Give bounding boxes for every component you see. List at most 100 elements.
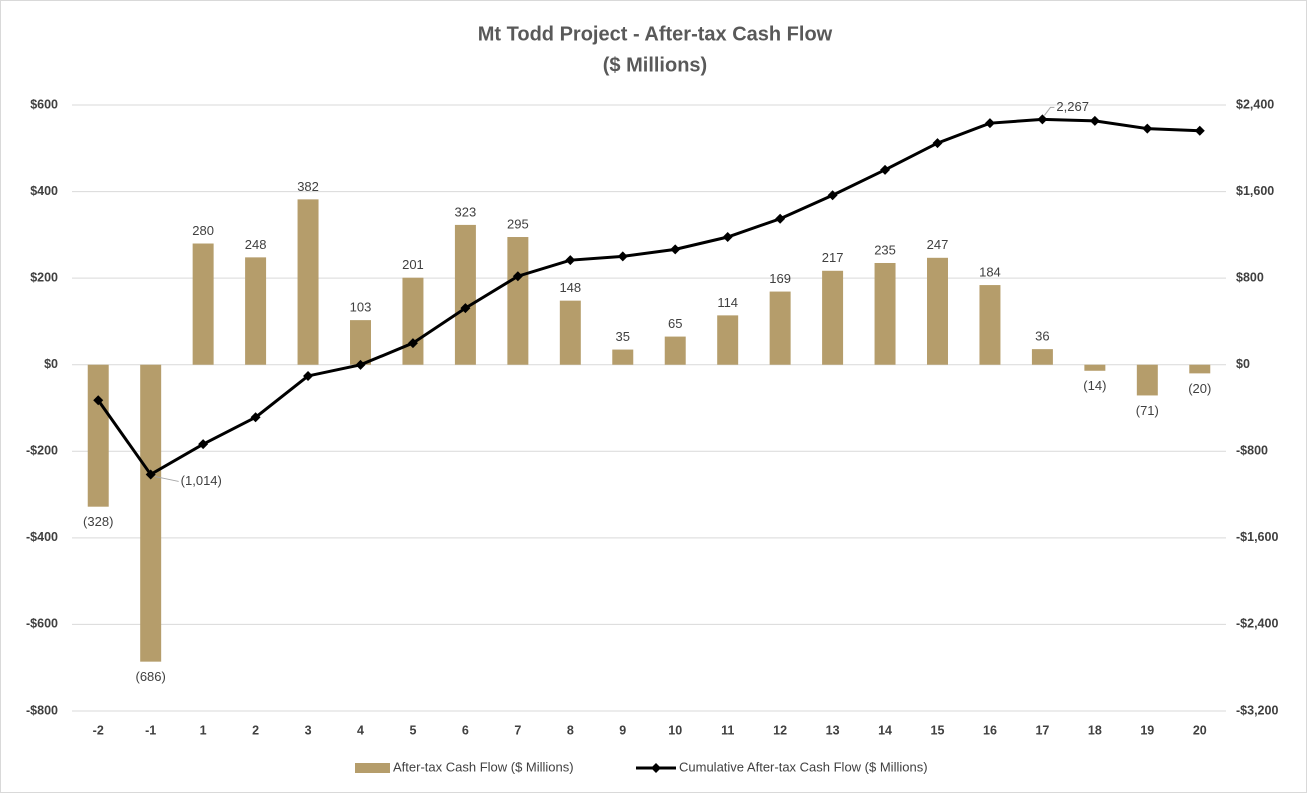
bar: [717, 315, 739, 365]
y-tick-label: -$200: [26, 444, 58, 458]
x-tick-label: 13: [826, 723, 840, 737]
bar: [769, 291, 791, 365]
data-label: 323: [455, 204, 477, 219]
data-label: 201: [402, 257, 424, 272]
data-label: (20): [1188, 381, 1211, 396]
x-tick-label: 12: [773, 723, 787, 737]
data-label: 148: [559, 280, 581, 295]
bar: [402, 277, 424, 365]
data-label: 103: [350, 300, 372, 315]
bar: [454, 224, 476, 365]
bar: [822, 270, 844, 365]
y-tick-label: -$400: [26, 530, 58, 544]
x-tick-label: 5: [409, 723, 416, 737]
line-marker: [880, 164, 891, 175]
y2-tick-label: $2,400: [1236, 97, 1274, 111]
y-tick-label: $600: [30, 97, 58, 111]
bar: [87, 364, 109, 507]
bar: [979, 285, 1001, 365]
x-tick-label: 9: [619, 723, 626, 737]
leader-line: [1044, 106, 1055, 116]
y-tick-label: $0: [44, 357, 58, 371]
x-tick-label: 1: [200, 723, 207, 737]
x-tick-label: 19: [1140, 723, 1154, 737]
y2-tick-label: $1,600: [1236, 184, 1274, 198]
data-label: (14): [1083, 378, 1106, 393]
y-tick-label: $200: [30, 270, 58, 284]
data-label: 295: [507, 216, 529, 231]
data-label: 248: [245, 237, 267, 252]
line-marker: [670, 244, 681, 255]
y2-tick-label: -$2,400: [1236, 617, 1278, 631]
data-label: (1,014): [181, 473, 222, 488]
x-tick-label: 2: [252, 723, 259, 737]
x-tick-label: 18: [1088, 723, 1102, 737]
data-label: 169: [769, 271, 791, 286]
bar: [1189, 364, 1211, 374]
line-marker: [984, 118, 995, 129]
bar: [874, 262, 896, 365]
line-marker: [1089, 115, 1100, 126]
data-label: 247: [927, 237, 949, 252]
bar: [140, 364, 162, 662]
x-tick-label: 14: [878, 723, 892, 737]
bar: [192, 243, 214, 365]
line-marker: [827, 190, 838, 201]
line-marker: [145, 469, 156, 480]
x-tick-label: 3: [305, 723, 312, 737]
line-marker: [460, 303, 471, 314]
y2-tick-label: -$3,200: [1236, 703, 1278, 717]
line-marker: [250, 412, 261, 423]
x-tick-label: 11: [721, 723, 734, 737]
data-label: 35: [616, 329, 630, 344]
line-marker: [93, 395, 104, 406]
data-label: 235: [874, 242, 896, 257]
x-tick-label: 10: [668, 723, 682, 737]
chart-title: Mt Todd Project - After-tax Cash Flow: [478, 23, 833, 45]
bar: [927, 257, 948, 365]
x-tick-label: 17: [1035, 723, 1049, 737]
bar: [559, 300, 581, 365]
legend-swatch: [355, 763, 390, 773]
line-marker: [722, 232, 733, 243]
line: [97, 117, 1200, 477]
x-tick-label: 16: [983, 723, 997, 737]
data-label: 280: [192, 223, 214, 238]
bar: [1084, 364, 1106, 371]
line-marker: [512, 271, 523, 282]
y2-tick-label: $800: [1236, 270, 1264, 284]
x-tick-label: 7: [514, 723, 521, 737]
data-label: 114: [717, 295, 738, 310]
bar: [350, 320, 371, 365]
line-marker: [355, 359, 366, 370]
bar: [1031, 349, 1053, 365]
x-tick-label: -1: [145, 723, 156, 737]
line-marker: [1037, 114, 1048, 125]
x-tick-label: 20: [1193, 723, 1207, 737]
x-tick-label: 4: [357, 723, 364, 737]
y-tick-label: -$600: [26, 617, 58, 631]
data-label: 2,267: [1056, 99, 1089, 114]
data-label: 382: [297, 179, 319, 194]
line-marker: [565, 255, 576, 266]
legend-label: Cumulative After-tax Cash Flow ($ Millio…: [679, 759, 928, 774]
y2-tick-label: -$1,600: [1236, 530, 1278, 544]
y2-tick-label: -$800: [1236, 444, 1268, 458]
data-label: 36: [1035, 329, 1049, 344]
bar: [245, 257, 267, 365]
line-marker: [932, 138, 943, 149]
line-marker: [198, 439, 209, 450]
bar: [1136, 364, 1158, 396]
x-tick-label: -2: [93, 723, 104, 737]
data-label: 65: [668, 316, 682, 331]
data-label: 217: [822, 250, 844, 265]
line-marker: [1142, 123, 1153, 134]
line-marker: [617, 251, 628, 262]
x-tick-label: 15: [931, 723, 945, 737]
x-tick-label: 6: [462, 723, 469, 737]
y2-tick-label: $0: [1236, 357, 1250, 371]
line-marker: [407, 338, 418, 349]
y-tick-label: -$800: [26, 703, 58, 717]
